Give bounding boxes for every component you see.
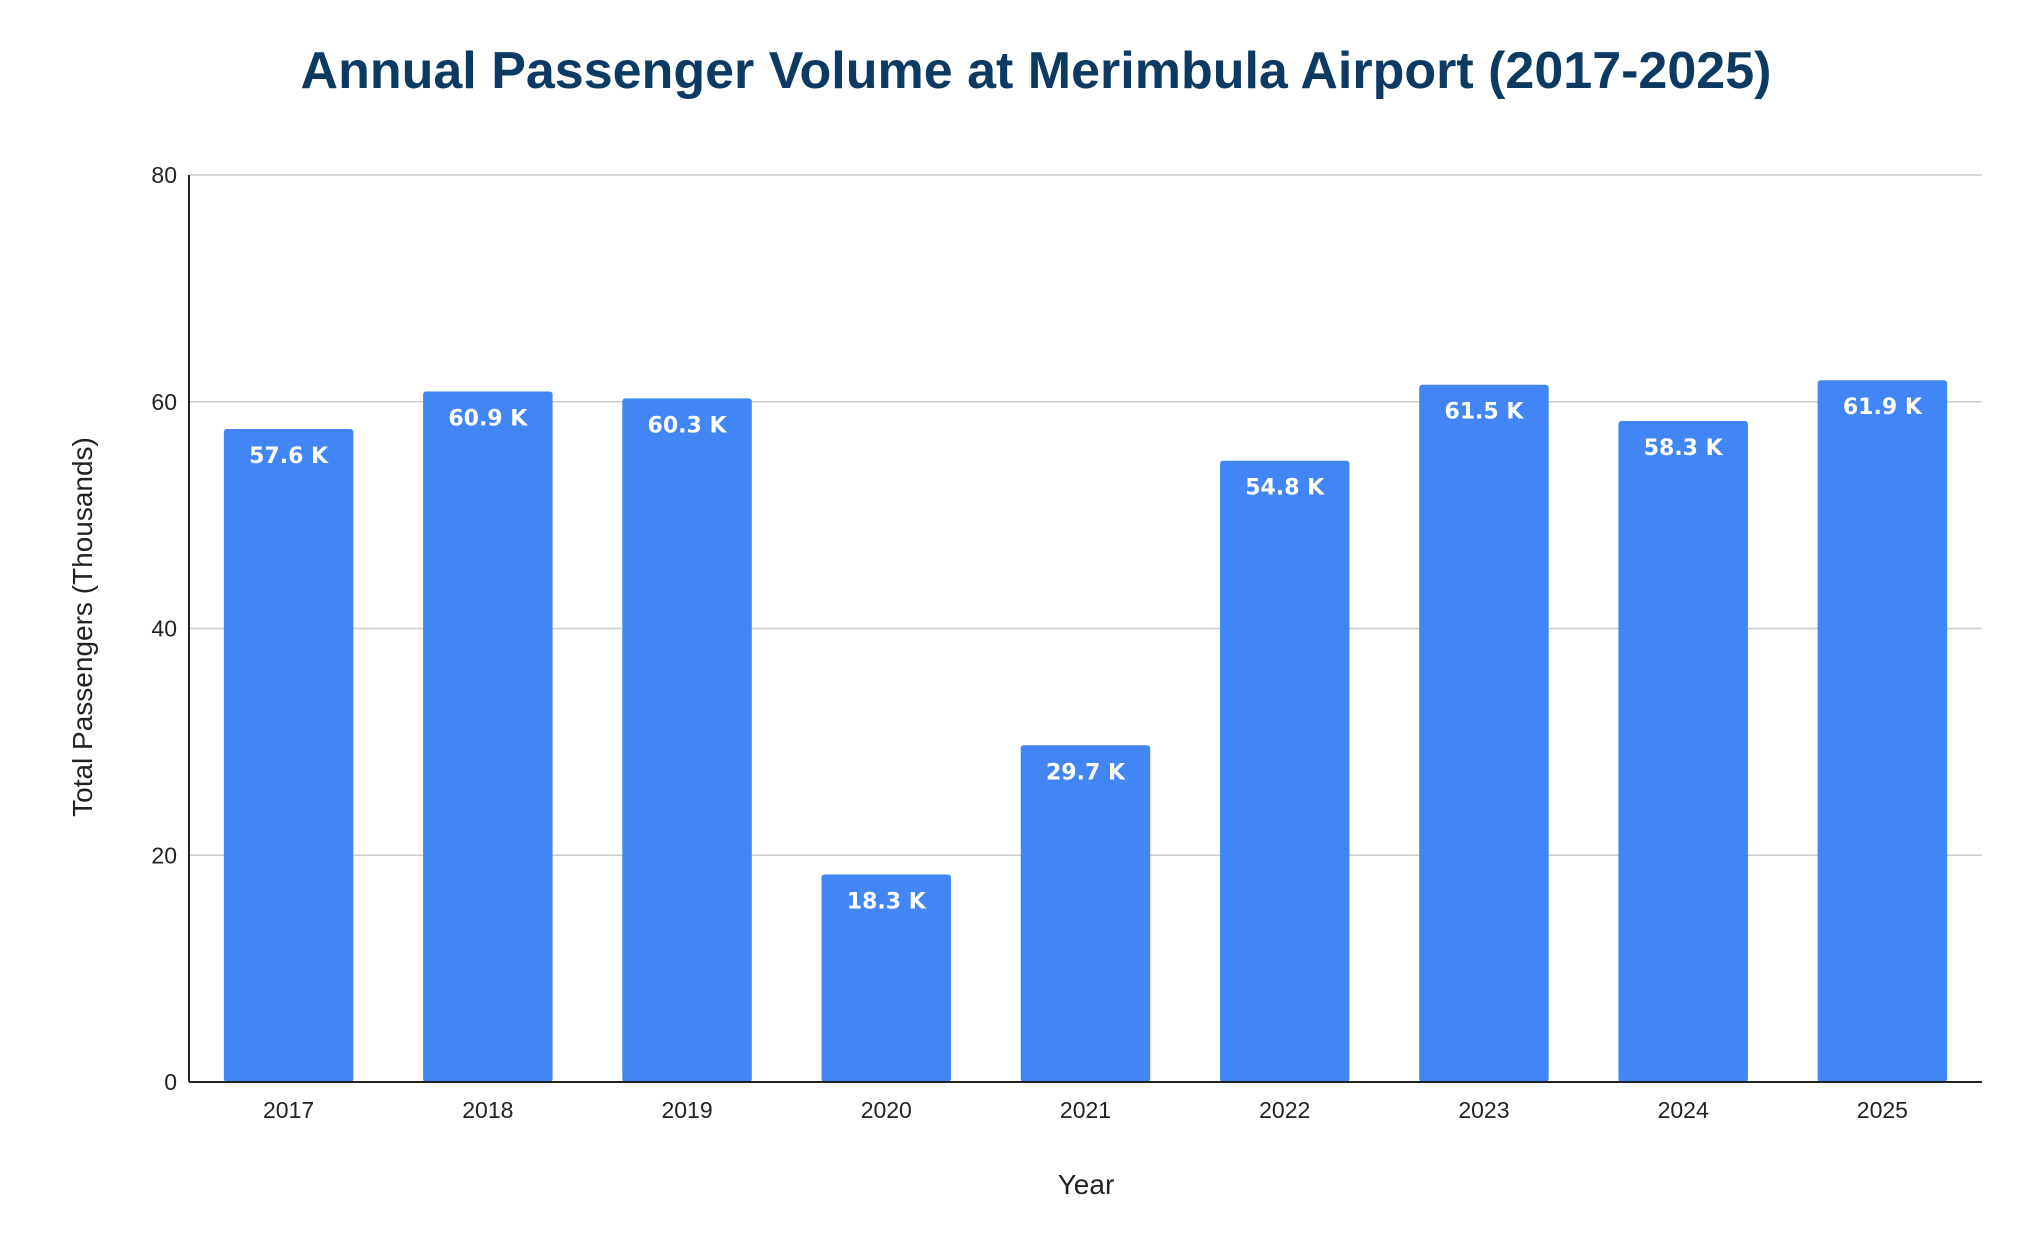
x-axis-label: Year: [1058, 1169, 1115, 1200]
chart-title: Annual Passenger Volume at Merimbula Air…: [301, 42, 1772, 100]
x-tick-label: 2022: [1259, 1097, 1310, 1123]
bar-value-label: 61.9 K: [1843, 395, 1923, 420]
bar: [1618, 421, 1748, 1082]
y-tick-label: 0: [164, 1069, 177, 1095]
bar-value-label: 29.7 K: [1046, 760, 1126, 785]
bars: [223, 380, 1948, 1083]
bar-value-label: 61.5 K: [1444, 400, 1524, 425]
bar-value-label: 18.3 K: [847, 890, 927, 915]
bar: [821, 874, 952, 1082]
y-tick-label: 40: [151, 616, 177, 642]
y-tick-label: 60: [151, 389, 177, 415]
bar: [1219, 460, 1350, 1083]
bar-value-label: 54.8 K: [1245, 476, 1325, 501]
y-axis-ticks: 0 20 40 60 80: [151, 162, 177, 1095]
data-labels: 57.6 K 60.9 K 60.3 K 18.3 K 29.7 K 54.8 K 61.5…: [249, 395, 1923, 914]
x-tick-label: 2024: [1658, 1097, 1709, 1123]
bar-value-label: 57.6 K: [249, 444, 329, 469]
x-axis-ticks: 2017 2018 2019 2020 2021 2022 2023 2024 2025: [263, 1097, 1908, 1123]
bar: [223, 428, 354, 1083]
x-tick-label: 2023: [1458, 1097, 1509, 1123]
y-tick-label: 80: [151, 162, 177, 188]
x-tick-label: 2021: [1060, 1097, 1111, 1123]
x-tick-label: 2025: [1857, 1097, 1908, 1123]
x-tick-label: 2017: [263, 1097, 314, 1123]
bar: [1817, 380, 1948, 1082]
bar: [1020, 745, 1151, 1082]
bar-value-label: 60.3 K: [648, 413, 728, 438]
x-tick-label: 2019: [661, 1097, 712, 1123]
y-axis-label: Total Passengers (Thousands): [67, 437, 98, 817]
bar: [423, 391, 553, 1082]
bar-value-label: 58.3 K: [1644, 436, 1724, 461]
bar-value-label: 60.9 K: [448, 407, 528, 432]
bar: [622, 398, 752, 1082]
y-tick-label: 20: [151, 842, 177, 868]
x-tick-label: 2018: [462, 1097, 513, 1123]
x-tick-label: 2020: [861, 1097, 912, 1123]
bar: [1419, 384, 1549, 1082]
